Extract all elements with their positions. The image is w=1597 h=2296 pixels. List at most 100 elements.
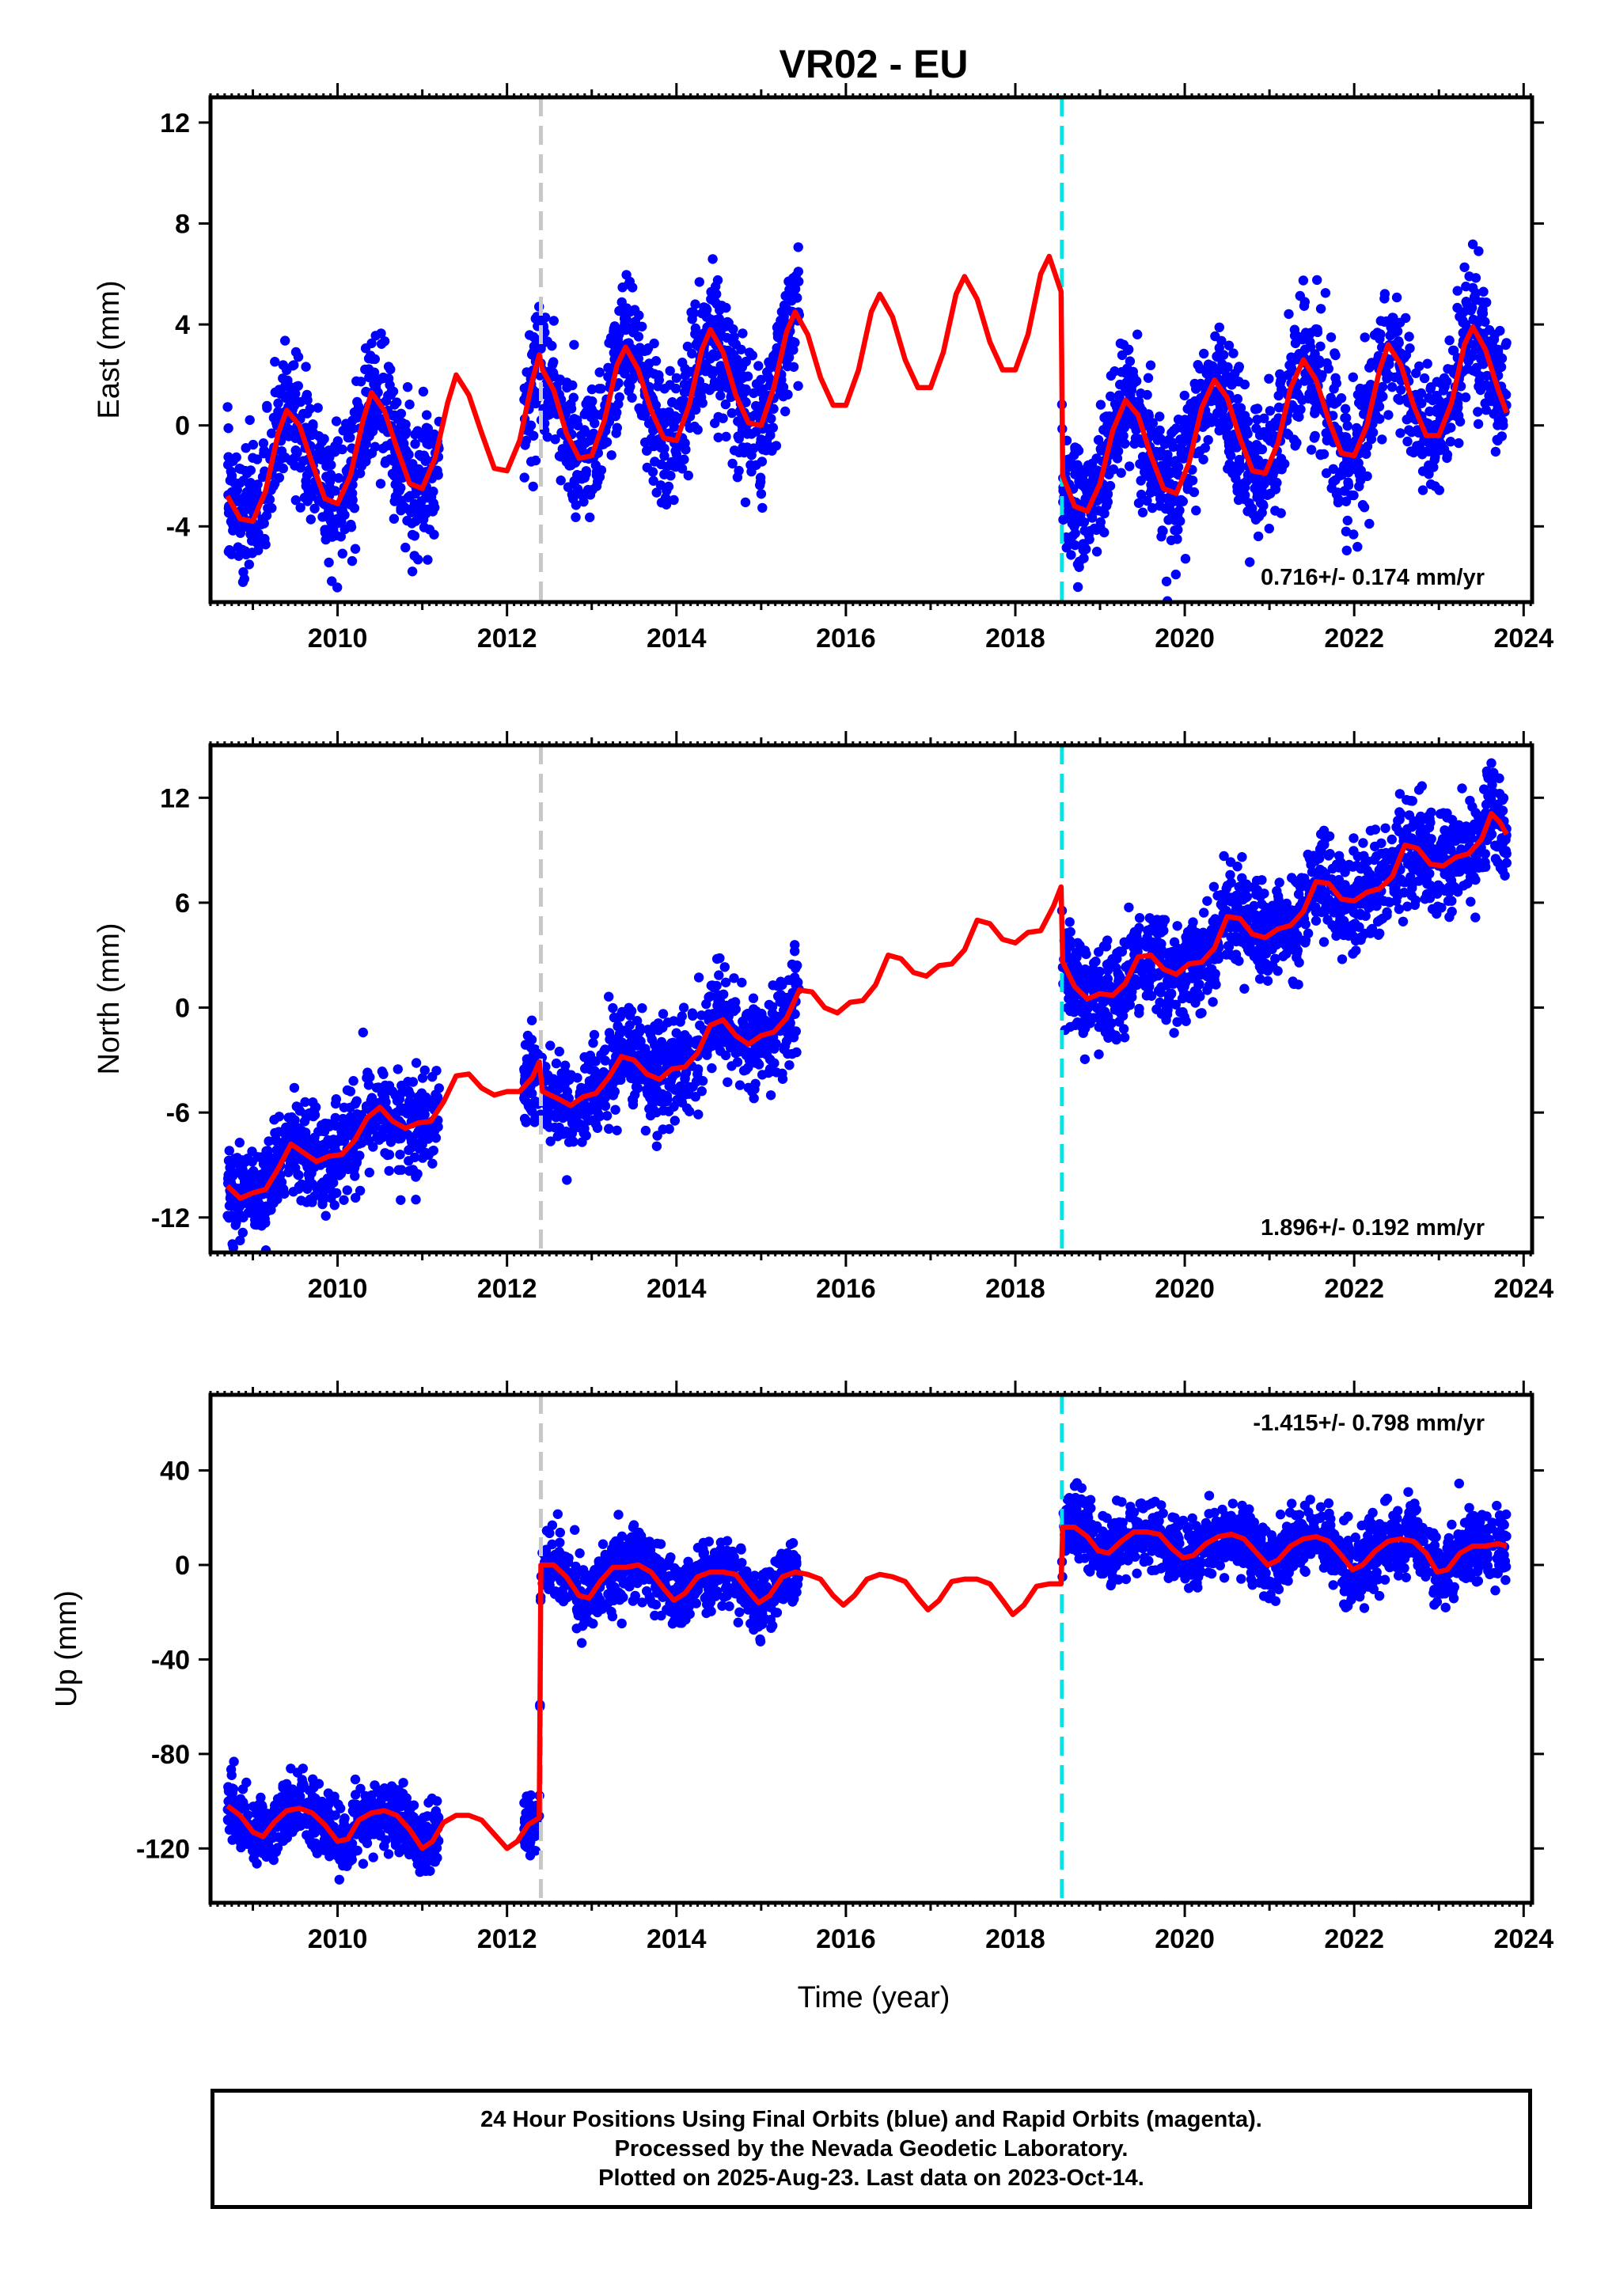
north-data-point	[355, 1185, 366, 1196]
east-data-point	[655, 480, 666, 491]
north-data-point	[713, 996, 723, 1006]
east-data-point	[333, 473, 344, 483]
east-data-point	[1099, 508, 1110, 519]
east-data-point	[1374, 401, 1385, 412]
north-data-point	[615, 1012, 625, 1022]
east-data-point	[573, 420, 583, 430]
east-data-point	[671, 373, 682, 383]
east-data-point	[1489, 329, 1500, 340]
north-data-point	[342, 1185, 352, 1195]
north-data-point	[330, 1112, 340, 1123]
east-data-point	[233, 542, 243, 552]
east-data-point	[776, 306, 787, 317]
east-data-point	[690, 299, 700, 309]
east-data-point	[625, 373, 635, 384]
east-data-point	[1364, 518, 1375, 529]
east-data-point	[740, 497, 751, 508]
east-data-point	[1234, 458, 1245, 468]
east-data-point	[1106, 391, 1116, 402]
east-data-point	[1481, 297, 1492, 308]
east-data-point	[1341, 443, 1352, 453]
east-data-point	[1352, 541, 1363, 552]
north-data-point	[787, 1048, 798, 1059]
north-data-point	[416, 1125, 427, 1136]
east-data-point	[1113, 390, 1125, 400]
east-data-point	[688, 308, 699, 318]
east-data-point	[1490, 446, 1501, 457]
east-data-point	[237, 577, 248, 587]
north-data-point	[521, 1117, 531, 1127]
east-data-point	[295, 502, 305, 513]
east-data-point	[400, 445, 411, 456]
east-data-point	[1136, 388, 1146, 399]
east-data-point	[1155, 411, 1165, 422]
north-data-point	[1208, 881, 1220, 892]
east-data-point	[1310, 408, 1320, 419]
east-data-point	[1110, 399, 1121, 409]
east-data-point	[690, 328, 700, 339]
north-data-point	[613, 1021, 623, 1032]
east-data-point	[226, 549, 237, 559]
east-data-point	[1276, 464, 1287, 475]
east-data-point	[793, 242, 803, 252]
east-data-point	[267, 428, 277, 438]
east-data-point	[1312, 275, 1322, 286]
north-data-point	[324, 1177, 334, 1188]
east-data-point	[1298, 275, 1309, 286]
north-data-point	[289, 1082, 300, 1093]
east-x-tick-label: 2022	[1324, 623, 1384, 654]
east-data-point	[522, 367, 532, 377]
north-data-point	[711, 980, 722, 991]
east-data-point	[1391, 327, 1402, 337]
east-data-point	[694, 277, 704, 287]
east-data-point	[305, 514, 316, 525]
north-data-point	[317, 1199, 328, 1210]
north-data-point	[223, 1169, 233, 1180]
east-data-point	[751, 400, 761, 411]
east-data-point	[682, 341, 693, 352]
east-data-point	[1342, 421, 1352, 431]
east-data-point	[764, 357, 774, 367]
east-data-point	[712, 275, 723, 286]
east-data-point	[1157, 449, 1167, 460]
east-data-point	[1242, 470, 1254, 480]
north-data-point	[293, 1102, 303, 1112]
east-data-point	[613, 399, 624, 409]
east-data-point	[781, 356, 792, 366]
north-data-point	[1254, 974, 1265, 984]
east-data-point	[1265, 406, 1276, 416]
east-data-point	[1095, 400, 1106, 410]
north-data-point	[556, 1068, 567, 1078]
east-data-point	[1269, 467, 1279, 477]
north-data-point	[769, 1044, 780, 1054]
east-data-point	[1228, 348, 1239, 358]
east-data-point	[1431, 445, 1442, 456]
east-data-point	[1383, 410, 1394, 420]
north-data-point	[329, 1200, 340, 1211]
east-data-point	[765, 430, 776, 441]
east-data-point	[1468, 314, 1478, 325]
east-data-point	[410, 489, 420, 499]
east-data-point	[309, 503, 320, 513]
east-data-point	[1387, 382, 1398, 392]
east-data-point	[556, 475, 566, 486]
east-data-point	[1070, 528, 1080, 539]
north-data-point	[523, 1101, 534, 1112]
north-data-point	[756, 1048, 767, 1059]
east-data-point	[677, 358, 688, 368]
east-y-axis-label: East (mm)	[93, 280, 126, 419]
east-data-point	[1146, 479, 1156, 490]
north-data-point	[1457, 783, 1467, 794]
north-data-point	[682, 1033, 692, 1044]
east-data-point	[1289, 324, 1300, 335]
east-data-point	[1245, 557, 1255, 567]
east-data-point	[1203, 434, 1213, 445]
east-data-point	[1474, 246, 1484, 256]
east-data-point	[1104, 469, 1114, 479]
east-data-point	[377, 443, 389, 453]
east-data-point	[410, 438, 420, 449]
north-data-point	[274, 1112, 284, 1122]
east-data-point	[1377, 381, 1388, 392]
east-data-point	[741, 384, 751, 395]
north-data-point	[331, 1165, 342, 1176]
